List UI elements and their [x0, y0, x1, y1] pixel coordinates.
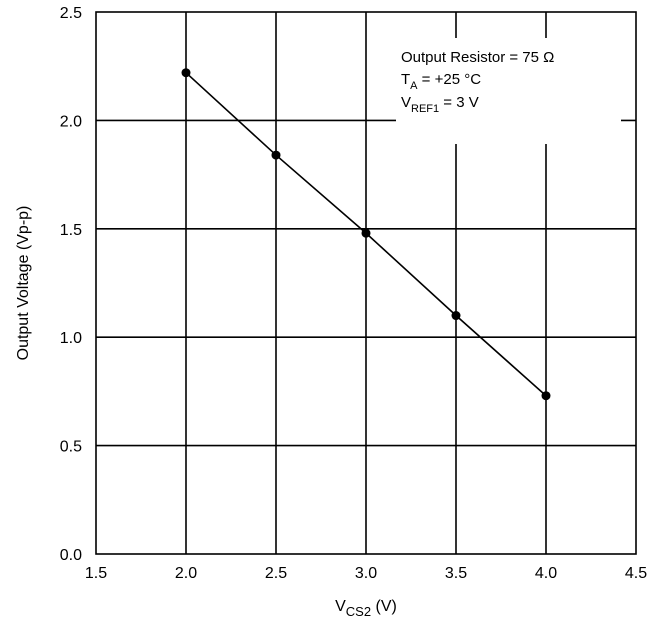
data-point — [541, 391, 551, 401]
annotation-line-3-main: V — [401, 94, 411, 111]
plot-frame — [95, 11, 637, 555]
data-point — [181, 68, 191, 78]
annotation-line-1: Output Resistor = 75 Ω — [401, 49, 554, 66]
annotation-line-2: TA = +25 °C — [401, 71, 481, 92]
x-tick-label: 3.5 — [445, 565, 467, 582]
annotation-line-1-main: Output Resistor = 75 Ω — [401, 49, 554, 66]
tick-labels: 1.5 2.0 2.5 3.0 3.5 4.0 4.5 0.0 0.5 1.0 1.5 2.0 2.5 — [60, 5, 647, 582]
data-point — [271, 150, 281, 160]
data-point — [361, 228, 371, 238]
series — [181, 68, 551, 401]
x-tick-label: 2.0 — [175, 565, 197, 582]
x-axis-title-subscript: CS2 — [346, 604, 371, 619]
annotation-box — [396, 38, 621, 144]
y-tick-label: 2.0 — [60, 113, 82, 130]
y-tick-label: 1.5 — [60, 222, 82, 239]
x-tick-label: 4.5 — [625, 565, 647, 582]
x-tick-label: 1.5 — [85, 565, 107, 582]
x-tick-label: 2.5 — [265, 565, 287, 582]
annotation-line-3-rest: = 3 V — [439, 94, 479, 111]
annotation-line-3-subscript: REF1 — [411, 103, 439, 115]
x-axis-title-unit: (V) — [371, 598, 397, 615]
annotation-line-2-subscript: A — [410, 80, 418, 92]
y-tick-label: 0.0 — [60, 547, 82, 564]
annotation: Output Resistor = 75 Ω TA = +25 °C VREF1… — [401, 49, 554, 115]
y-tick-label: 1.0 — [60, 330, 82, 347]
x-tick-label: 3.0 — [355, 565, 377, 582]
x-tick-label: 4.0 — [535, 565, 557, 582]
annotation-line-2-rest: = +25 °C — [418, 71, 482, 88]
x-axis-title-main: V — [335, 598, 346, 615]
annotation-line-3: VREF1 = 3 V — [401, 94, 479, 115]
data-point — [451, 311, 461, 321]
x-axis-title: VCS2 (V) — [335, 598, 397, 619]
annotation-line-2-main: T — [401, 71, 410, 88]
y-tick-label: 2.5 — [60, 5, 82, 22]
y-axis-title: Output Voltage (Vp-p) — [15, 206, 32, 361]
y-tick-label: 0.5 — [60, 439, 82, 456]
